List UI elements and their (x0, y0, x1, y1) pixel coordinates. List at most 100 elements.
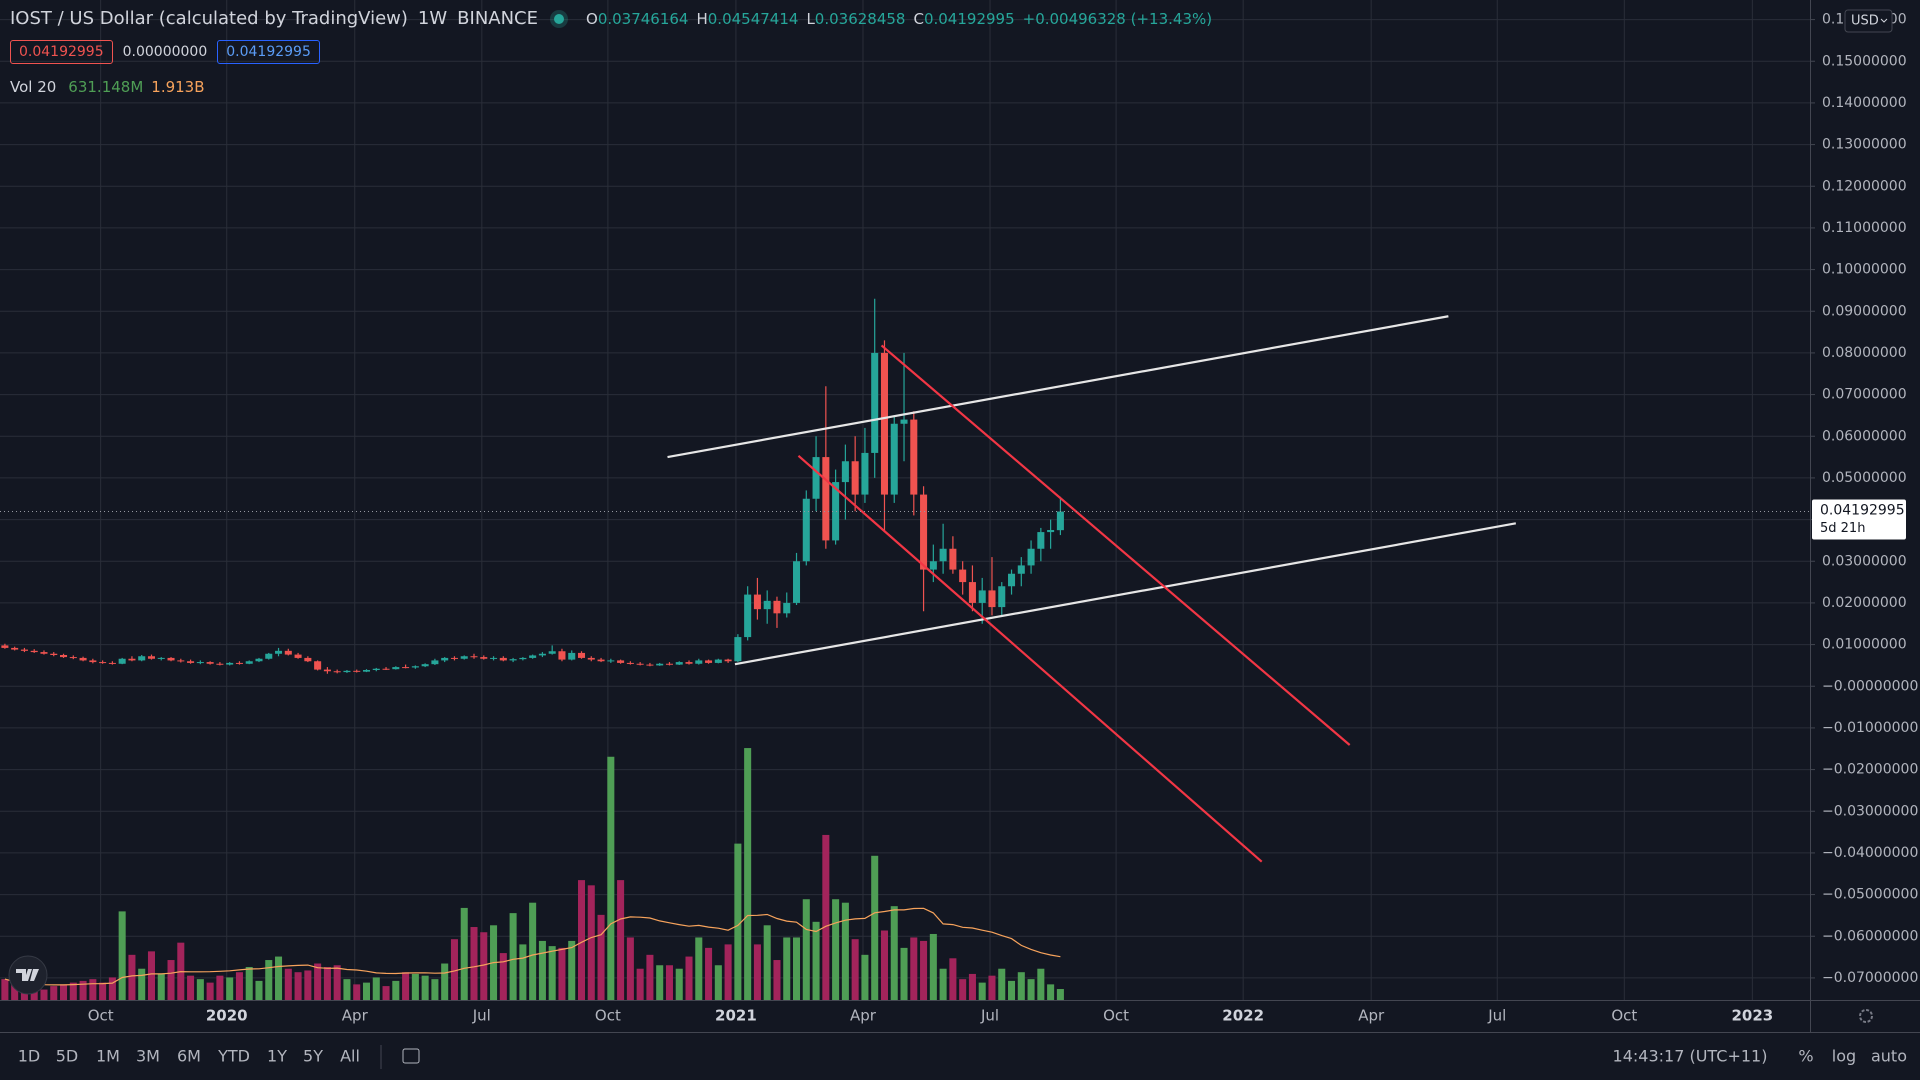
volume-bar (60, 984, 68, 1000)
trend-line[interactable] (667, 315, 1449, 459)
y-tick-label: 0.13000000 (1822, 137, 1907, 153)
volume-bar (206, 982, 214, 1000)
volume-bar (880, 930, 888, 1000)
volume-bar (40, 989, 48, 1000)
volume-bar (1017, 972, 1025, 1000)
y-tick-label: 0.08000000 (1822, 345, 1907, 361)
volume-bar (167, 960, 175, 1000)
spread: 0.00000000 (122, 44, 208, 60)
range-button[interactable]: All (340, 1047, 360, 1066)
candle-body (226, 662, 234, 665)
candle-body (1056, 511, 1064, 531)
volume-bar (275, 956, 283, 1000)
candle-body (294, 654, 302, 658)
trend-line[interactable] (880, 344, 1351, 746)
volume-bar (646, 954, 654, 1000)
y-tick-label: 0.02000000 (1822, 595, 1907, 611)
volume-bar (314, 963, 322, 1000)
candle-body (802, 498, 810, 562)
settings-icon[interactable] (1859, 1009, 1873, 1023)
candle-body (753, 594, 761, 610)
trend-line[interactable] (734, 522, 1517, 666)
volume-bar (900, 947, 908, 1000)
volume-bar (548, 946, 556, 1000)
candle-body (441, 657, 449, 661)
currency-button[interactable] (1844, 9, 1893, 33)
volume-bar (538, 940, 546, 1000)
date-range-icon[interactable] (402, 1048, 420, 1064)
candle-body (920, 494, 928, 570)
volume-bar (30, 987, 38, 1000)
volume-bar (851, 939, 859, 1000)
candle-body (108, 662, 116, 664)
y-tick-label: 0.06000000 (1822, 428, 1907, 444)
candle-body (372, 668, 380, 670)
exchange: BINANCE (457, 8, 538, 29)
volume-bar (431, 979, 439, 1000)
range-button[interactable]: 1M (96, 1047, 120, 1066)
volume-bar (577, 880, 586, 1000)
volume-bar (294, 972, 302, 1000)
volume-bar (450, 939, 458, 1000)
candle-body (695, 660, 703, 664)
candle-body (89, 660, 97, 663)
candle-body (235, 662, 243, 664)
volume-bar (138, 968, 146, 1000)
volume-bar (968, 973, 976, 1000)
candle-body (1047, 530, 1055, 533)
candle-body (362, 670, 371, 672)
candle-body (216, 663, 224, 665)
y-tick-label: −0.03000000 (1822, 803, 1918, 819)
buy-price[interactable]: 0.04192995 (217, 40, 320, 64)
symbol-title[interactable]: IOST / US Dollar (calculated by TradingV… (10, 8, 408, 29)
range-button[interactable]: 1Y (267, 1047, 287, 1066)
volume-bar (323, 966, 331, 1000)
volume-bar (685, 956, 693, 1000)
volume-bar (128, 954, 136, 1000)
range-button[interactable]: 3M (136, 1047, 160, 1066)
candle-body (167, 657, 175, 661)
candle-body (50, 653, 58, 655)
candle-body (333, 671, 341, 673)
volume-bar (255, 980, 263, 1000)
range-button[interactable]: 6M (177, 1047, 201, 1066)
candle-body (431, 660, 439, 665)
y-tick-label: −0.01000000 (1822, 720, 1918, 736)
volume-bar (753, 944, 761, 1000)
candle-body (392, 667, 400, 670)
range-button[interactable]: 1D (18, 1047, 41, 1066)
volume-bar (597, 914, 605, 1000)
clock[interactable]: 14:43:17 (UTC+11) (1613, 1047, 1768, 1066)
interval[interactable]: 1W (417, 8, 448, 29)
candle-body (822, 457, 830, 541)
range-button[interactable]: 5Y (303, 1047, 323, 1066)
candle-body (832, 482, 840, 541)
volume-ma-line (4, 907, 1061, 986)
scale-option[interactable]: auto (1871, 1047, 1907, 1066)
candle-body (1017, 565, 1025, 574)
candle-body (128, 658, 136, 661)
y-tick-label: 0.07000000 (1822, 387, 1907, 403)
volume-bar (372, 977, 380, 1000)
range-button[interactable]: YTD (217, 1047, 250, 1066)
candle-body (138, 656, 146, 661)
range-button[interactable]: 5D (56, 1047, 79, 1066)
candle-body (421, 664, 429, 667)
volume-bar (988, 975, 996, 1000)
candle-body (783, 602, 791, 614)
candle-body (734, 637, 742, 662)
scale-option[interactable]: % (1798, 1047, 1813, 1066)
volume-legend: Vol 20 631.148M 1.913B (10, 78, 205, 96)
volume-bar (529, 902, 537, 1000)
candle-body (177, 660, 185, 662)
trend-line[interactable] (797, 455, 1263, 863)
volume-bar (724, 944, 732, 1000)
candle-body (763, 600, 771, 610)
x-tick-label: Jul (1487, 1007, 1506, 1025)
x-tick-label: 2022 (1222, 1007, 1264, 1025)
scale-option[interactable]: log (1832, 1047, 1856, 1066)
volume-bar (196, 979, 204, 1000)
sell-price[interactable]: 0.04192995 (10, 40, 113, 64)
candle-body (450, 657, 458, 659)
